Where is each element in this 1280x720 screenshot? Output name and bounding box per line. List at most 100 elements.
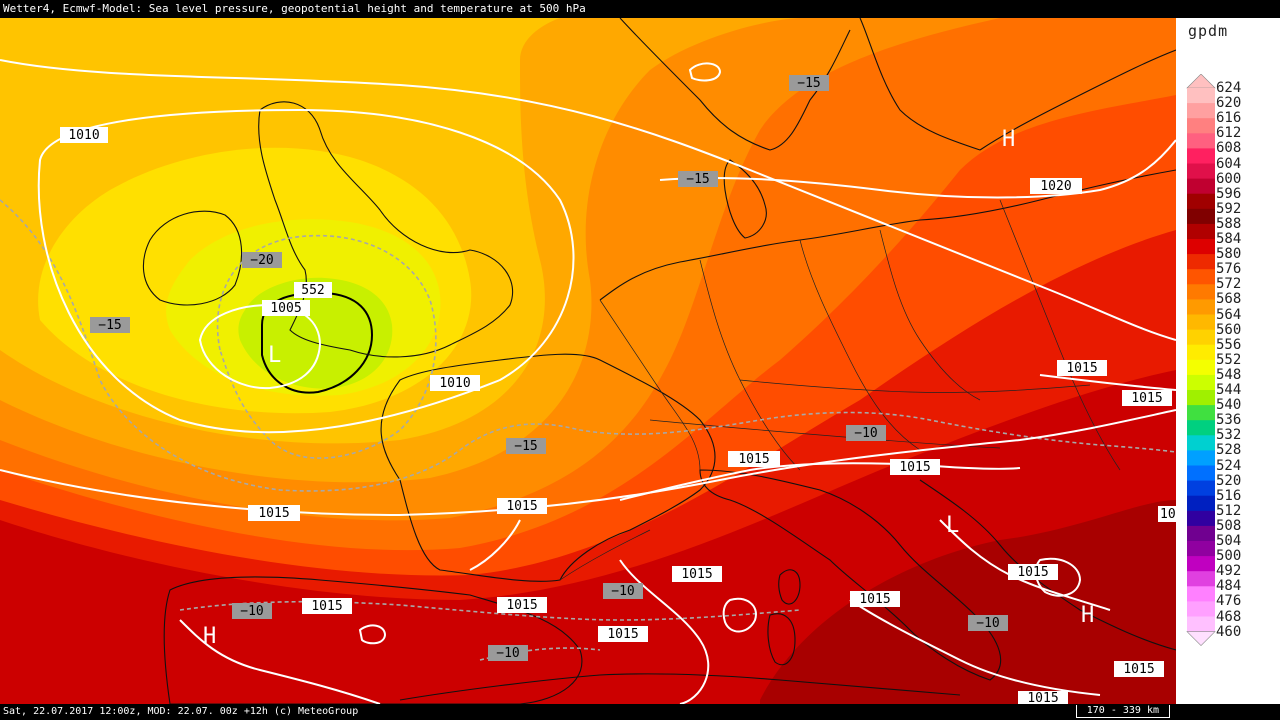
legend-swatch [1187, 163, 1215, 180]
legend-swatch [1187, 359, 1215, 376]
temp-label-box [603, 583, 643, 599]
footer-bar: Sat, 22.07.2017 12:00z, MOD: 22.07. 00z … [0, 704, 1280, 720]
temp-label: −10 [854, 426, 877, 441]
isobar-label-box [1008, 564, 1058, 580]
legend-swatch [1187, 223, 1215, 240]
legend-swatch [1187, 510, 1215, 527]
isobar-label-box [430, 375, 480, 391]
legend-swatch [1187, 299, 1215, 315]
legend-swatch [1187, 495, 1215, 512]
temp-label-box [678, 171, 718, 187]
legend-level-label: 512 [1216, 502, 1242, 519]
temp-label-box [488, 645, 528, 661]
legend-level-label: 596 [1216, 185, 1242, 202]
legend-level-label: 624 [1216, 80, 1242, 96]
geopotential-label-box [294, 282, 332, 298]
legend-level-label: 524 [1216, 457, 1242, 474]
legend-level-label: 616 [1216, 110, 1242, 127]
legend-level-label: 544 [1216, 382, 1242, 398]
legend-level-label: 568 [1216, 291, 1242, 308]
legend-level-label: 620 [1216, 95, 1242, 112]
legend-swatch [1187, 269, 1215, 285]
borders [559, 199, 1121, 581]
legend-level-label: 484 [1216, 578, 1242, 595]
isobar-label: 1015 [1066, 361, 1097, 376]
legend-swatch [1187, 420, 1215, 436]
footer-info: Sat, 22.07.2017 12:00z, MOD: 22.07. 00z … [3, 706, 359, 717]
legend-level-label: 520 [1216, 472, 1242, 489]
isobar-label: 1015 [506, 598, 537, 613]
legend-swatch [1187, 480, 1215, 497]
coastlines [142, 18, 1176, 704]
isobar-label: 1005 [270, 301, 301, 316]
high-center: H [1081, 603, 1094, 628]
low-center: L [268, 343, 281, 368]
isobar-label-box [890, 459, 940, 475]
temp-label-box [242, 252, 282, 268]
legend-level-label: 560 [1216, 321, 1242, 338]
legend-level-label: 540 [1216, 397, 1242, 414]
isobar-label-box [1122, 390, 1172, 406]
legend-level-label: 492 [1216, 563, 1242, 580]
color-legend: gpdm 624 620 616 612 608 604 600 596 592 588 584 58… [1176, 18, 1280, 704]
isobar-label: 1015 [1017, 565, 1048, 580]
temp-label: −15 [514, 439, 537, 454]
legend-swatch [1187, 148, 1215, 164]
legend-unit: gpdm [1188, 22, 1229, 40]
temp-label: −10 [240, 604, 263, 619]
legend-swatch [1187, 435, 1215, 451]
geopotential-label: 552 [294, 282, 332, 298]
isobar-label-box [262, 300, 310, 316]
low-center: L [946, 513, 959, 538]
temp-label-box [789, 75, 829, 91]
legend-swatch [1187, 208, 1215, 225]
legend-level-label: 500 [1216, 548, 1242, 565]
legend-swatch [1187, 390, 1215, 406]
legend-level-label: 476 [1216, 593, 1242, 610]
legend-swatch [1187, 405, 1215, 421]
isobar-label-box [1030, 178, 1082, 194]
legend-swatch [1187, 118, 1215, 134]
legend-swatch [1187, 374, 1215, 391]
legend-level-label: 612 [1216, 125, 1242, 142]
legend-swatch [1187, 571, 1215, 587]
isobar-label-partial: 1015 [1160, 507, 1176, 522]
legend-swatch [1187, 239, 1215, 255]
weather-map: 1010 1020 1005 1010 1015 1015 1015 1015 … [0, 18, 1176, 704]
legend-level-label: 592 [1216, 200, 1242, 217]
high-center: H [1002, 127, 1015, 152]
temp-label: −20 [250, 253, 273, 268]
isobar-label: 1015 [738, 452, 769, 467]
title-text: Wetter4, Ecmwf-Model: Sea level pressure… [3, 2, 586, 15]
legend-level-label: 552 [1216, 351, 1242, 368]
legend-level-label: 572 [1216, 276, 1242, 293]
isobar-label: 1015 [258, 506, 289, 521]
legend-swatch [1187, 254, 1215, 270]
isobar-label-box [497, 498, 547, 514]
temperature-labels: −15 −15 −20 −15 −15 −10 −10 −10 −10 −10 [90, 75, 1008, 661]
map-scale: 170 - 339 km [1075, 705, 1170, 718]
temp-label: −10 [496, 646, 519, 661]
band-588 [760, 500, 1176, 704]
temp-label-box [232, 603, 272, 619]
isobar-label-box [850, 591, 900, 607]
isobar-label: 1015 [899, 460, 930, 475]
isobar-label-box [598, 626, 648, 642]
legend-level-label: 528 [1216, 442, 1242, 459]
legend-swatch [1187, 586, 1215, 602]
temp-label: −15 [98, 318, 121, 333]
isobar-label-box [672, 566, 722, 582]
pressure-centers: H H H L L [203, 127, 1094, 649]
title-bar: Wetter4, Ecmwf-Model: Sea level pressure… [0, 0, 1280, 18]
temp-label: −15 [797, 76, 820, 91]
legend-level-label: 576 [1216, 261, 1242, 278]
legend-swatch [1187, 525, 1215, 542]
legend-level-label: 580 [1216, 246, 1242, 263]
legend-level-label: 604 [1216, 155, 1242, 172]
isobar-label: 1010 [68, 128, 99, 143]
isobar-label: 1015 [681, 567, 712, 582]
isobar-label-box [60, 127, 108, 143]
legend-level-label: 504 [1216, 533, 1242, 549]
isobar-label-box [1114, 661, 1164, 677]
legend-level-label: 508 [1216, 517, 1242, 534]
